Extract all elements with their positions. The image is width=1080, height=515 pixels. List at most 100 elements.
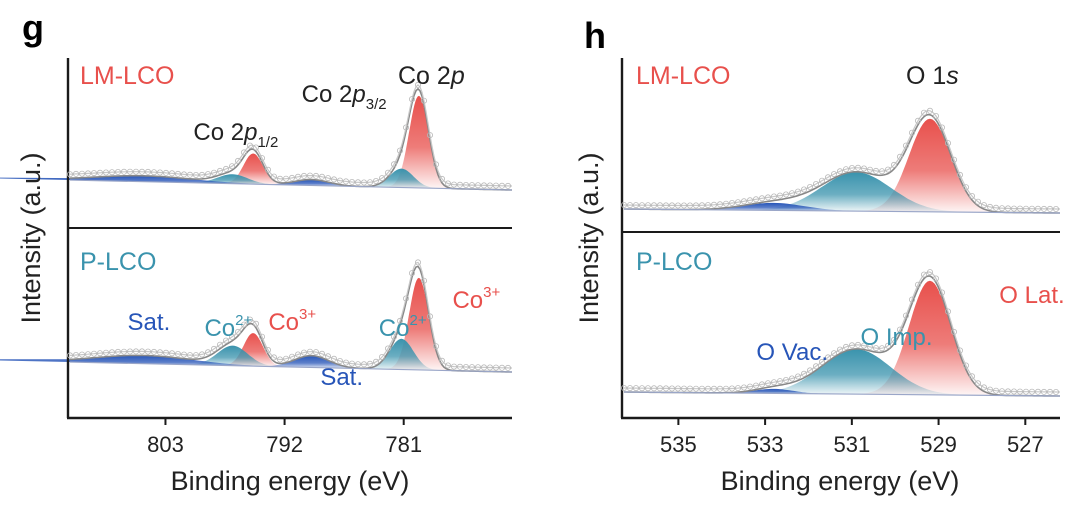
data-point xyxy=(486,182,493,189)
x-tick-label-g: 803 xyxy=(147,432,184,457)
data-point xyxy=(372,177,379,184)
peak-label: Co2+ xyxy=(379,312,427,342)
data-point xyxy=(927,269,934,276)
data-point xyxy=(300,172,307,179)
data-point xyxy=(144,348,151,355)
data-point xyxy=(963,362,970,369)
data-point xyxy=(390,333,397,340)
data-point xyxy=(138,348,145,355)
data-point xyxy=(312,172,319,179)
data-point xyxy=(747,383,754,390)
data-point xyxy=(438,175,445,182)
data-point xyxy=(426,132,433,139)
data-point xyxy=(150,348,157,355)
data-point xyxy=(276,356,283,363)
data-point xyxy=(819,358,826,365)
data-point xyxy=(921,271,928,278)
data-point xyxy=(759,195,766,202)
data-point xyxy=(903,312,910,319)
fit-envelope-line xyxy=(69,265,512,373)
panel-title-h: O 1s xyxy=(906,62,959,90)
background-line xyxy=(623,391,1061,397)
data-point xyxy=(957,347,964,354)
data-point xyxy=(282,175,289,182)
background-line xyxy=(69,179,513,191)
fit-envelope-line xyxy=(69,87,512,191)
data-point xyxy=(324,175,331,182)
data-point xyxy=(807,183,814,190)
data-point xyxy=(109,169,116,176)
peak-label: Co 2p3/2 xyxy=(302,81,387,113)
data-point xyxy=(210,169,217,176)
data-point xyxy=(1017,388,1024,395)
data-point xyxy=(843,166,850,173)
data-point xyxy=(627,202,634,209)
data-point xyxy=(933,113,940,120)
component-peak-teal xyxy=(353,338,450,371)
panel-letter-g: g xyxy=(22,7,44,48)
component-peak-red xyxy=(846,280,1014,396)
sample-label-p-lco: P-LCO xyxy=(636,248,712,276)
data-point xyxy=(270,354,277,361)
data-point xyxy=(1035,205,1042,212)
peak-label: Co 2p1/2 xyxy=(193,119,278,151)
data-point xyxy=(645,202,652,209)
data-point xyxy=(156,349,163,356)
data-point xyxy=(969,192,976,199)
data-point xyxy=(777,192,784,199)
data-point xyxy=(127,168,134,175)
data-point xyxy=(336,357,343,364)
data-point xyxy=(753,196,760,203)
data-point xyxy=(252,144,259,151)
data-point xyxy=(897,326,904,333)
data-point xyxy=(693,385,700,392)
data-point xyxy=(198,171,205,178)
x-tick-label-h: 529 xyxy=(920,432,957,457)
data-point xyxy=(885,166,892,173)
y-axis-label-h: Intensity (a.u.) xyxy=(574,152,604,323)
panel-title-italic: s xyxy=(946,62,959,90)
data-point xyxy=(915,117,922,124)
component-peak-blue xyxy=(242,355,381,369)
data-point xyxy=(729,199,736,206)
component-peak-red xyxy=(379,277,458,371)
data-point xyxy=(156,169,163,176)
data-point xyxy=(348,178,355,185)
data-point xyxy=(945,308,952,315)
data-point xyxy=(330,176,337,183)
sample-label-lm-lco: LM-LCO xyxy=(636,62,730,90)
data-point xyxy=(771,379,778,386)
data-point xyxy=(216,167,223,174)
data-point xyxy=(246,316,253,323)
component-peak-red xyxy=(214,333,293,367)
data-point xyxy=(186,171,193,178)
data-point xyxy=(228,163,235,170)
data-point xyxy=(91,170,98,177)
data-point xyxy=(432,161,439,168)
data-point xyxy=(831,171,838,178)
data-point xyxy=(456,181,463,188)
data-point xyxy=(873,345,880,352)
data-point xyxy=(789,190,796,197)
data-point xyxy=(426,313,433,320)
data-point xyxy=(915,281,922,288)
data-point xyxy=(1029,388,1036,395)
data-point xyxy=(909,296,916,303)
data-point xyxy=(444,362,451,369)
data-point xyxy=(450,181,457,188)
data-point xyxy=(801,370,808,377)
data-point xyxy=(132,168,139,175)
panel-title-main: O 1 xyxy=(906,62,946,90)
data-point xyxy=(210,345,217,352)
data-point xyxy=(699,385,706,392)
data-point xyxy=(504,364,511,371)
data-point xyxy=(663,385,670,392)
data-point xyxy=(1023,388,1030,395)
data-point xyxy=(705,202,712,209)
data-point xyxy=(492,182,499,189)
data-point xyxy=(360,179,367,186)
data-point xyxy=(192,352,199,359)
data-point xyxy=(144,168,151,175)
data-point xyxy=(651,385,658,392)
component-peak-blue xyxy=(242,179,381,187)
